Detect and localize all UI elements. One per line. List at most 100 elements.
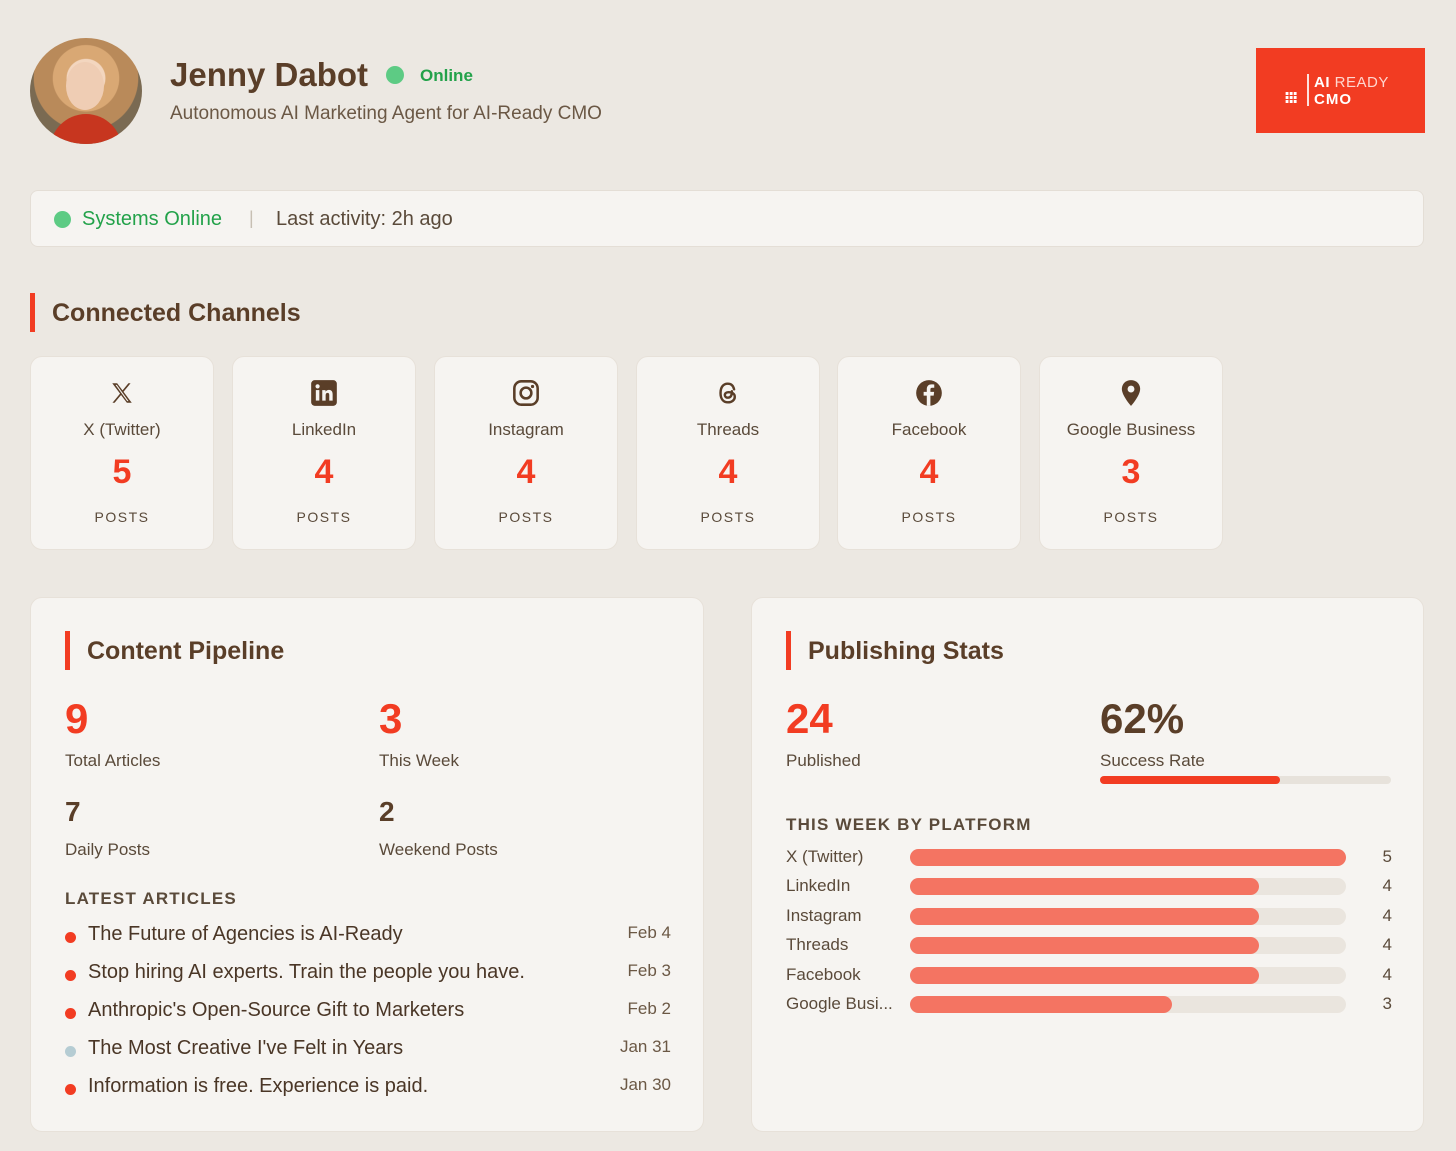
article-date: Feb 4 <box>627 923 671 942</box>
platform-name: Facebook <box>786 965 861 984</box>
channel-name: LinkedIn <box>291 420 357 439</box>
platform-value: 4 <box>1382 906 1392 925</box>
platform-bar-fill <box>910 996 1172 1013</box>
platform-row: X (Twitter) 5 <box>786 847 1392 869</box>
published-value: 24 <box>786 695 833 742</box>
platform-row: Facebook 4 <box>786 965 1392 987</box>
channel-card-x[interactable]: X (Twitter) 5 POSTS <box>30 356 214 550</box>
channel-posts-label: POSTS <box>1103 509 1159 525</box>
instagram-icon <box>435 377 617 409</box>
channel-name: Facebook <box>891 420 967 439</box>
logo-line-1: AI READY <box>1314 74 1389 91</box>
this-week-value: 3 <box>379 695 403 742</box>
platform-value: 3 <box>1382 994 1392 1013</box>
system-status-dot <box>54 211 71 228</box>
content-pipeline-heading: Content Pipeline <box>65 631 284 670</box>
article-date: Jan 30 <box>619 1075 671 1094</box>
total-articles-label: Total Articles <box>65 751 161 770</box>
channel-post-count: 5 <box>112 453 132 491</box>
platform-bar-track <box>910 878 1346 895</box>
facebook-icon <box>838 377 1020 409</box>
profile-subtitle: Autonomous AI Marketing Agent for AI-Rea… <box>170 103 602 124</box>
platform-bar-fill <box>910 908 1259 925</box>
article-title[interactable]: The Future of Agencies is AI-Ready <box>88 923 403 945</box>
channel-card-instagram[interactable]: Instagram 4 POSTS <box>434 356 618 550</box>
platform-name: LinkedIn <box>786 876 851 895</box>
platform-name: Instagram <box>786 906 862 925</box>
article-status-dot <box>65 1046 76 1057</box>
article-status-dot <box>65 932 76 943</box>
article-title[interactable]: Information is free. Experience is paid. <box>88 1075 429 1097</box>
platform-bar-fill <box>910 967 1259 984</box>
channel-post-count: 3 <box>1121 453 1141 491</box>
platform-name: Threads <box>786 935 849 954</box>
channel-posts-label: POSTS <box>94 509 150 525</box>
platform-row: Instagram 4 <box>786 906 1392 928</box>
avatar-shoulders <box>50 114 122 144</box>
connected-channels-heading: Connected Channels <box>30 293 301 332</box>
article-status-dot <box>65 1008 76 1019</box>
platform-value: 5 <box>1382 847 1392 866</box>
platform-row: LinkedIn 4 <box>786 876 1392 898</box>
article-item[interactable]: The Future of Agencies is AI-Ready Feb 4 <box>65 923 671 956</box>
map-pin-icon <box>1040 377 1222 409</box>
platform-value: 4 <box>1382 935 1392 954</box>
article-item[interactable]: Stop hiring AI experts. Train the people… <box>65 961 671 994</box>
platform-bar-track <box>910 967 1346 984</box>
this-week-by-platform-heading: THIS WEEK BY PLATFORM <box>786 815 1032 834</box>
article-item[interactable]: Anthropic's Open-Source Gift to Marketer… <box>65 999 671 1032</box>
article-status-dot <box>65 1084 76 1095</box>
channel-name: Instagram <box>488 420 564 439</box>
x-twitter-icon <box>31 377 213 409</box>
profile-header: Jenny Dabot Online Autonomous AI Marketi… <box>30 38 1426 148</box>
platform-bar-fill <box>910 849 1346 866</box>
success-rate-label: Success Rate <box>1100 751 1205 770</box>
success-rate-fill <box>1100 776 1281 784</box>
logo-ai: AI <box>1314 74 1330 91</box>
status-separator: | <box>249 208 254 228</box>
channel-card-threads[interactable]: Threads 4 POSTS <box>636 356 820 550</box>
channel-posts-label: POSTS <box>296 509 352 525</box>
last-activity-text: Last activity: 2h ago <box>276 208 453 230</box>
system-status-bar: Systems Online | Last activity: 2h ago <box>30 190 1424 247</box>
avatar-face <box>66 62 104 110</box>
system-status-text: Systems Online <box>82 208 223 230</box>
channel-card-facebook[interactable]: Facebook 4 POSTS <box>837 356 1021 550</box>
article-title[interactable]: Anthropic's Open-Source Gift to Marketer… <box>88 999 465 1021</box>
platform-bar-track <box>910 849 1346 866</box>
article-title[interactable]: Stop hiring AI experts. Train the people… <box>88 961 525 983</box>
threads-icon <box>637 377 819 409</box>
article-title[interactable]: The Most Creative I've Felt in Years <box>88 1037 404 1059</box>
online-status-text: Online <box>420 66 473 85</box>
platform-bar-track <box>910 996 1346 1013</box>
publishing-stats-panel: Publishing Stats 24 Published 62% Succes… <box>751 597 1424 1132</box>
platform-bar-fill <box>910 878 1259 895</box>
platform-row: Google Busi... 3 <box>786 994 1392 1016</box>
platform-name: Google Busi... <box>786 994 893 1013</box>
logo-ready: READY <box>1334 74 1389 91</box>
channel-card-google-business[interactable]: Google Business 3 POSTS <box>1039 356 1223 550</box>
grid-icon: ⁝⁝⁝ <box>1284 90 1298 107</box>
linkedin-icon <box>233 377 415 409</box>
success-rate-value: 62% <box>1100 695 1185 742</box>
profile-name: Jenny Dabot <box>170 56 369 93</box>
article-status-dot <box>65 970 76 981</box>
article-date: Feb 2 <box>627 999 671 1018</box>
brand-logo[interactable]: ⁝⁝⁝ AI READY CMO <box>1256 48 1425 133</box>
article-item[interactable]: The Most Creative I've Felt in Years Jan… <box>65 1037 671 1070</box>
content-pipeline-panel: Content Pipeline 9 Total Articles 3 This… <box>30 597 704 1132</box>
logo-line-2: CMO <box>1314 91 1352 108</box>
channel-posts-label: POSTS <box>498 509 554 525</box>
avatar[interactable] <box>30 38 142 144</box>
channel-card-linkedin[interactable]: LinkedIn 4 POSTS <box>232 356 416 550</box>
weekend-posts-value: 2 <box>379 796 395 827</box>
channel-post-count: 4 <box>919 453 939 491</box>
channel-post-count: 4 <box>314 453 334 491</box>
platform-value: 4 <box>1382 876 1392 895</box>
article-item[interactable]: Information is free. Experience is paid.… <box>65 1075 671 1108</box>
channel-posts-label: POSTS <box>901 509 957 525</box>
weekend-posts-label: Weekend Posts <box>379 840 498 859</box>
channel-name: X (Twitter) <box>83 420 161 439</box>
channel-posts-label: POSTS <box>700 509 756 525</box>
platform-name: X (Twitter) <box>786 847 864 866</box>
